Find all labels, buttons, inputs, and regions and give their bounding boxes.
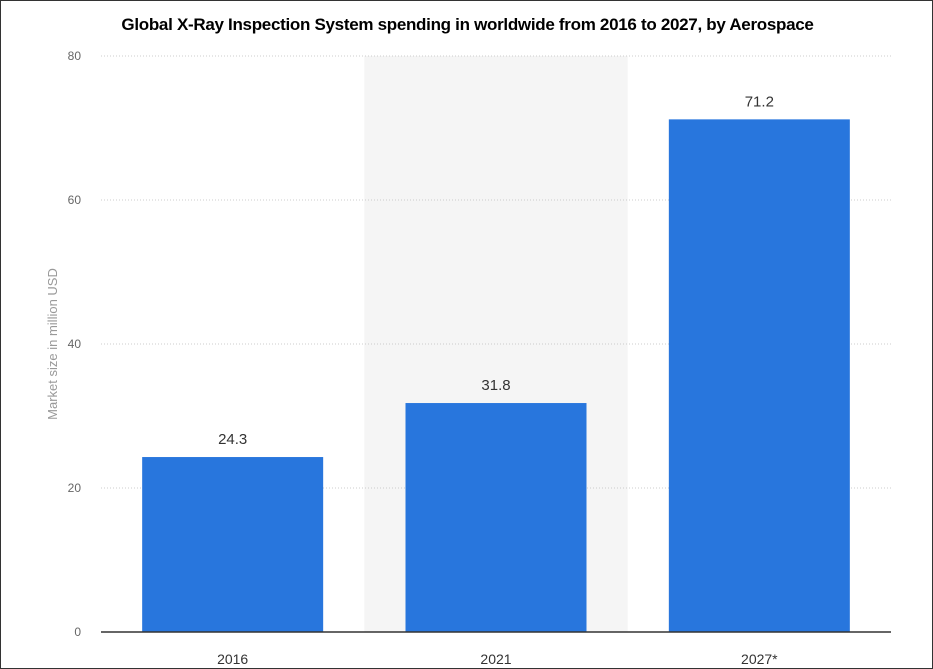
x-tick-label: 2021 bbox=[480, 651, 511, 667]
bar bbox=[405, 403, 587, 632]
y-tick-labels: 0 20 40 60 80 bbox=[68, 49, 82, 639]
data-label: 71.2 bbox=[745, 93, 774, 110]
y-tick-label: 20 bbox=[68, 481, 82, 495]
data-label: 31.8 bbox=[481, 377, 510, 394]
y-tick-label: 80 bbox=[68, 49, 82, 63]
y-axis-title: Market size in million USD bbox=[45, 268, 60, 420]
data-label: 24.3 bbox=[218, 431, 247, 448]
y-tick-label: 60 bbox=[68, 193, 82, 207]
x-tick-label: 2016 bbox=[217, 651, 248, 667]
x-tick-label: 2027* bbox=[741, 651, 778, 667]
bar bbox=[142, 457, 324, 632]
bar bbox=[668, 119, 850, 633]
x-tick-labels: 2016 2021 2027* bbox=[217, 651, 778, 667]
data-labels: 24.3 31.8 71.2 bbox=[218, 93, 774, 448]
chart-title: Global X-Ray Inspection System spending … bbox=[121, 15, 814, 34]
y-tick-label: 40 bbox=[68, 337, 82, 351]
y-tick-label: 0 bbox=[74, 625, 81, 639]
bars bbox=[142, 119, 850, 633]
